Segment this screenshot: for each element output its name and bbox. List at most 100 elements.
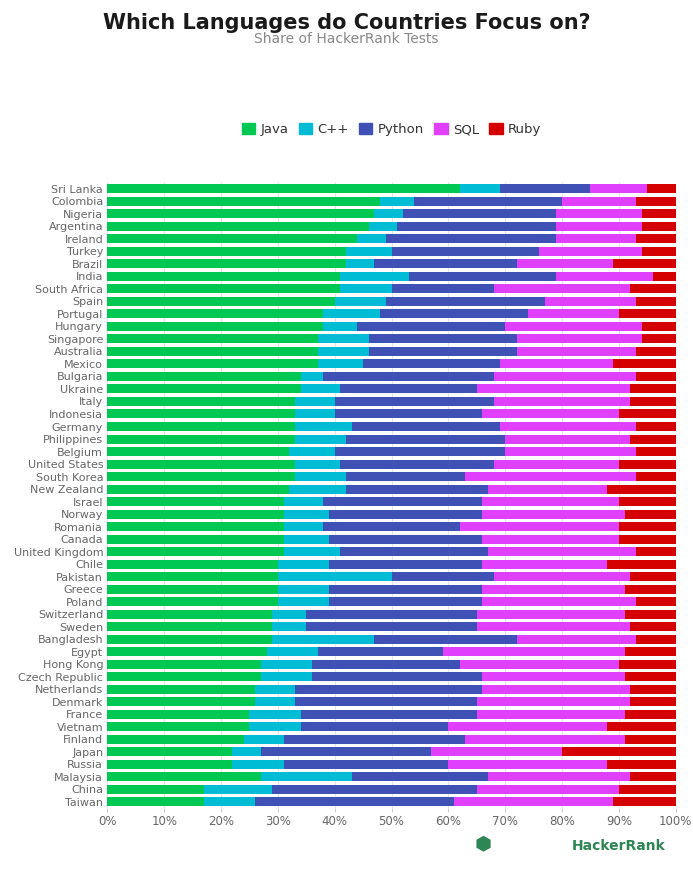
- Bar: [613, 360, 676, 368]
- Bar: [403, 209, 556, 218]
- Bar: [636, 297, 676, 306]
- Bar: [295, 434, 346, 443]
- Bar: [642, 335, 676, 343]
- Bar: [630, 397, 676, 406]
- Bar: [232, 760, 283, 769]
- Bar: [107, 335, 317, 343]
- Bar: [608, 722, 676, 732]
- Bar: [267, 647, 317, 656]
- Bar: [636, 472, 676, 481]
- Bar: [346, 485, 488, 494]
- Bar: [636, 547, 676, 556]
- Bar: [329, 597, 482, 607]
- Bar: [545, 297, 636, 306]
- Bar: [630, 284, 676, 294]
- Bar: [653, 272, 676, 281]
- Bar: [386, 235, 556, 243]
- Bar: [107, 196, 380, 206]
- Bar: [107, 409, 295, 419]
- Bar: [107, 460, 295, 468]
- Text: HackerRank: HackerRank: [572, 839, 665, 853]
- Bar: [630, 773, 676, 781]
- Bar: [636, 196, 676, 206]
- Bar: [107, 309, 324, 318]
- Bar: [107, 610, 272, 619]
- Bar: [619, 460, 676, 468]
- Bar: [107, 634, 272, 644]
- Bar: [647, 184, 676, 193]
- Bar: [107, 235, 358, 243]
- Bar: [454, 798, 613, 806]
- Bar: [283, 547, 340, 556]
- Bar: [352, 773, 488, 781]
- Bar: [204, 798, 255, 806]
- Bar: [466, 735, 624, 744]
- Bar: [289, 447, 335, 456]
- Bar: [608, 760, 676, 769]
- Bar: [556, 222, 642, 231]
- Bar: [107, 622, 272, 631]
- Bar: [107, 347, 317, 356]
- Bar: [358, 322, 505, 331]
- Bar: [107, 184, 459, 193]
- Bar: [482, 685, 630, 693]
- Bar: [295, 472, 346, 481]
- Bar: [107, 547, 283, 556]
- Bar: [386, 297, 545, 306]
- Bar: [272, 610, 306, 619]
- Bar: [261, 673, 312, 681]
- Bar: [255, 685, 295, 693]
- Bar: [107, 259, 346, 269]
- Bar: [346, 472, 466, 481]
- Bar: [505, 447, 636, 456]
- Bar: [562, 747, 676, 756]
- Bar: [329, 560, 482, 568]
- Bar: [107, 447, 289, 456]
- Text: Which Languages do Countries Focus on?: Which Languages do Countries Focus on?: [103, 13, 590, 33]
- Bar: [369, 347, 516, 356]
- Bar: [630, 622, 676, 631]
- Bar: [562, 196, 636, 206]
- Bar: [335, 397, 494, 406]
- Bar: [500, 184, 590, 193]
- Bar: [624, 647, 676, 656]
- Bar: [477, 785, 619, 794]
- Bar: [624, 509, 676, 519]
- Bar: [324, 309, 380, 318]
- Bar: [107, 660, 261, 669]
- Bar: [261, 773, 352, 781]
- Bar: [340, 460, 494, 468]
- Text: ⬢: ⬢: [475, 834, 492, 853]
- Bar: [107, 397, 295, 406]
- Bar: [107, 685, 255, 693]
- Bar: [516, 259, 613, 269]
- Bar: [346, 247, 392, 255]
- Bar: [482, 560, 608, 568]
- Bar: [249, 722, 301, 732]
- Bar: [642, 247, 676, 255]
- Bar: [107, 384, 301, 394]
- Bar: [392, 284, 494, 294]
- Bar: [289, 485, 346, 494]
- Bar: [636, 347, 676, 356]
- Bar: [301, 372, 324, 381]
- Bar: [642, 209, 676, 218]
- Bar: [636, 372, 676, 381]
- Bar: [255, 697, 295, 706]
- Bar: [556, 209, 642, 218]
- Bar: [443, 647, 624, 656]
- Bar: [107, 572, 278, 581]
- Bar: [295, 697, 477, 706]
- Bar: [107, 472, 295, 481]
- Bar: [448, 760, 608, 769]
- Bar: [107, 597, 278, 607]
- Bar: [500, 422, 636, 431]
- Bar: [482, 509, 624, 519]
- Bar: [283, 534, 329, 544]
- Bar: [346, 434, 505, 443]
- Bar: [494, 284, 630, 294]
- Bar: [295, 397, 335, 406]
- Bar: [255, 798, 454, 806]
- Bar: [482, 585, 624, 594]
- Bar: [397, 222, 556, 231]
